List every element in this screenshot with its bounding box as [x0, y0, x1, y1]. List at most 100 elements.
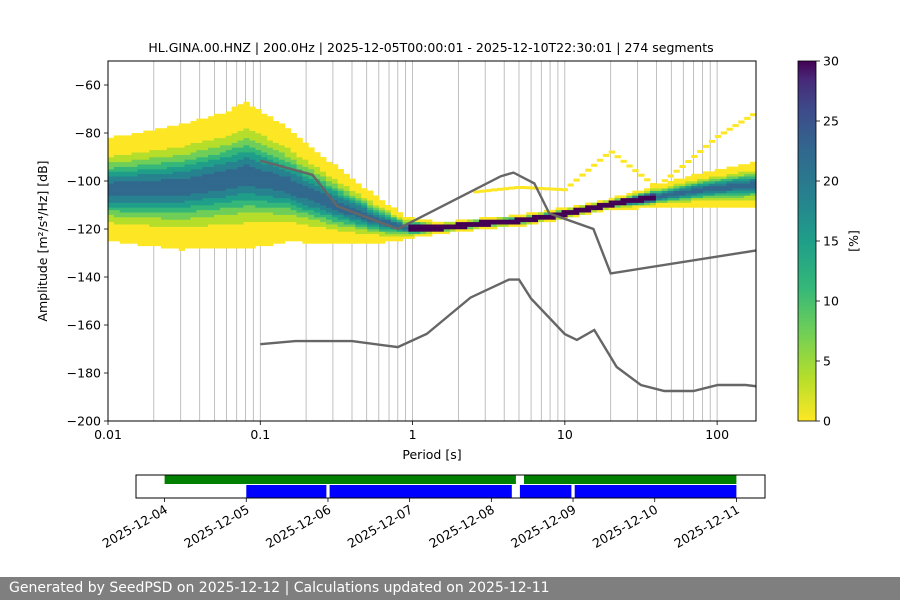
heatmap-cell	[143, 171, 150, 175]
heatmap-cell	[732, 197, 739, 201]
heatmap-cell	[732, 193, 739, 196]
heatmap-cell	[137, 137, 144, 141]
heatmap-cell	[225, 130, 233, 134]
heatmap-cell	[320, 190, 327, 194]
heatmap-cell	[190, 243, 197, 247]
heatmap-cell	[714, 171, 722, 175]
heatmap-cell	[326, 217, 333, 220]
heatmap-cell	[278, 137, 286, 141]
heatmap-cell	[367, 226, 374, 230]
heatmap-cell	[379, 209, 386, 213]
heatmap-cell	[231, 241, 238, 244]
heatmap-cell	[650, 195, 657, 199]
heatmap-cell	[208, 245, 215, 249]
heatmap-cell	[267, 176, 274, 179]
heatmap-cell	[161, 166, 168, 170]
heatmap-cell	[249, 212, 256, 215]
heatmap-cell	[249, 214, 256, 218]
heatmap-cell	[738, 195, 745, 199]
heatmap-cell	[650, 197, 657, 201]
heatmap-cell	[196, 245, 203, 249]
heatmap-cell	[272, 125, 280, 129]
heatmap-cell	[272, 181, 280, 184]
heatmap-cell	[296, 209, 303, 213]
heatmap-cell	[208, 166, 215, 170]
heatmap-cell	[302, 166, 309, 170]
heatmap-cell	[326, 231, 333, 235]
heatmap-cell	[131, 183, 138, 187]
heatmap-cell	[190, 224, 197, 227]
heatmap-cell	[202, 140, 209, 143]
heatmap-cell	[326, 238, 333, 242]
heatmap-cell	[178, 202, 185, 206]
heatmap-cell	[172, 209, 180, 213]
heatmap-cell	[284, 128, 291, 131]
heatmap-cell	[149, 217, 156, 220]
heatmap-cell	[308, 154, 315, 158]
colorbar-tick-label: 25	[823, 114, 839, 129]
heatmap-cell	[214, 181, 221, 184]
heatmap-cell	[367, 219, 374, 223]
heatmap-cell	[231, 185, 238, 189]
heatmap-cell	[296, 178, 303, 182]
heatmap-cell	[255, 169, 262, 172]
heatmap-cell	[384, 205, 392, 208]
heatmap-cell	[125, 209, 132, 213]
heatmap-cell	[255, 116, 262, 119]
heatmap-cell	[237, 128, 244, 131]
heatmap-cell	[467, 219, 474, 223]
heatmap-cell	[166, 200, 174, 203]
heatmap-cell	[237, 133, 244, 136]
heatmap-cell	[172, 221, 180, 225]
heatmap-cell	[290, 205, 297, 208]
heatmap-cell	[202, 121, 209, 124]
heatmap-cell	[190, 205, 197, 208]
heatmap-cell	[113, 176, 121, 179]
heatmap-cell	[219, 217, 227, 220]
heatmap-cell	[331, 190, 339, 194]
heatmap-cell	[184, 133, 191, 136]
heatmap-cell	[208, 142, 215, 146]
heatmap-cell	[255, 229, 262, 232]
heatmap-cell	[237, 209, 244, 213]
heatmap-cell	[496, 187, 504, 191]
heatmap-cell	[202, 166, 209, 170]
heatmap-cell	[697, 200, 704, 203]
heatmap-cell	[237, 195, 244, 199]
heatmap-cell	[720, 183, 727, 187]
heatmap-cell	[278, 135, 286, 139]
heatmap-cell	[131, 164, 138, 167]
heatmap-cell	[231, 140, 238, 143]
heatmap-cell	[202, 197, 209, 201]
heatmap-cell	[231, 243, 238, 247]
heatmap-cell	[367, 195, 374, 199]
heatmap-cell	[726, 185, 733, 189]
heatmap-cell	[343, 178, 350, 182]
heatmap-cell	[113, 219, 121, 223]
heatmap-cell	[143, 161, 150, 165]
heatmap-cell	[320, 200, 327, 203]
heatmap-cell	[461, 224, 468, 227]
heatmap-cell	[208, 123, 215, 127]
heatmap-cell	[526, 214, 533, 218]
heatmap-cell	[172, 137, 180, 141]
heatmap-cell	[137, 133, 144, 136]
heatmap-cell	[214, 209, 221, 213]
heatmap-cell	[267, 185, 274, 189]
heatmap-cell	[267, 226, 274, 230]
heatmap-cell	[225, 140, 233, 143]
heatmap-cell	[337, 169, 344, 172]
heatmap-cell	[302, 185, 309, 189]
heatmap-cell	[214, 233, 221, 237]
heatmap-cell	[202, 125, 209, 129]
heatmap-cell	[113, 197, 121, 201]
heatmap-cell	[243, 226, 250, 230]
heatmap-cell	[249, 238, 256, 242]
heatmap-cell	[272, 238, 280, 242]
heatmap-cell	[249, 109, 256, 112]
heatmap-cell	[720, 193, 727, 196]
heatmap-cell	[202, 226, 209, 230]
heatmap-cell	[178, 197, 185, 201]
heatmap-cell	[202, 149, 209, 153]
heatmap-cell	[166, 137, 174, 141]
